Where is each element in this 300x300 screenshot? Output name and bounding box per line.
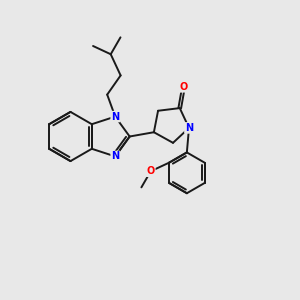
Text: N: N	[111, 112, 119, 122]
Text: N: N	[185, 123, 193, 133]
Text: O: O	[179, 82, 188, 92]
Text: O: O	[147, 166, 155, 176]
Text: N: N	[111, 152, 119, 161]
